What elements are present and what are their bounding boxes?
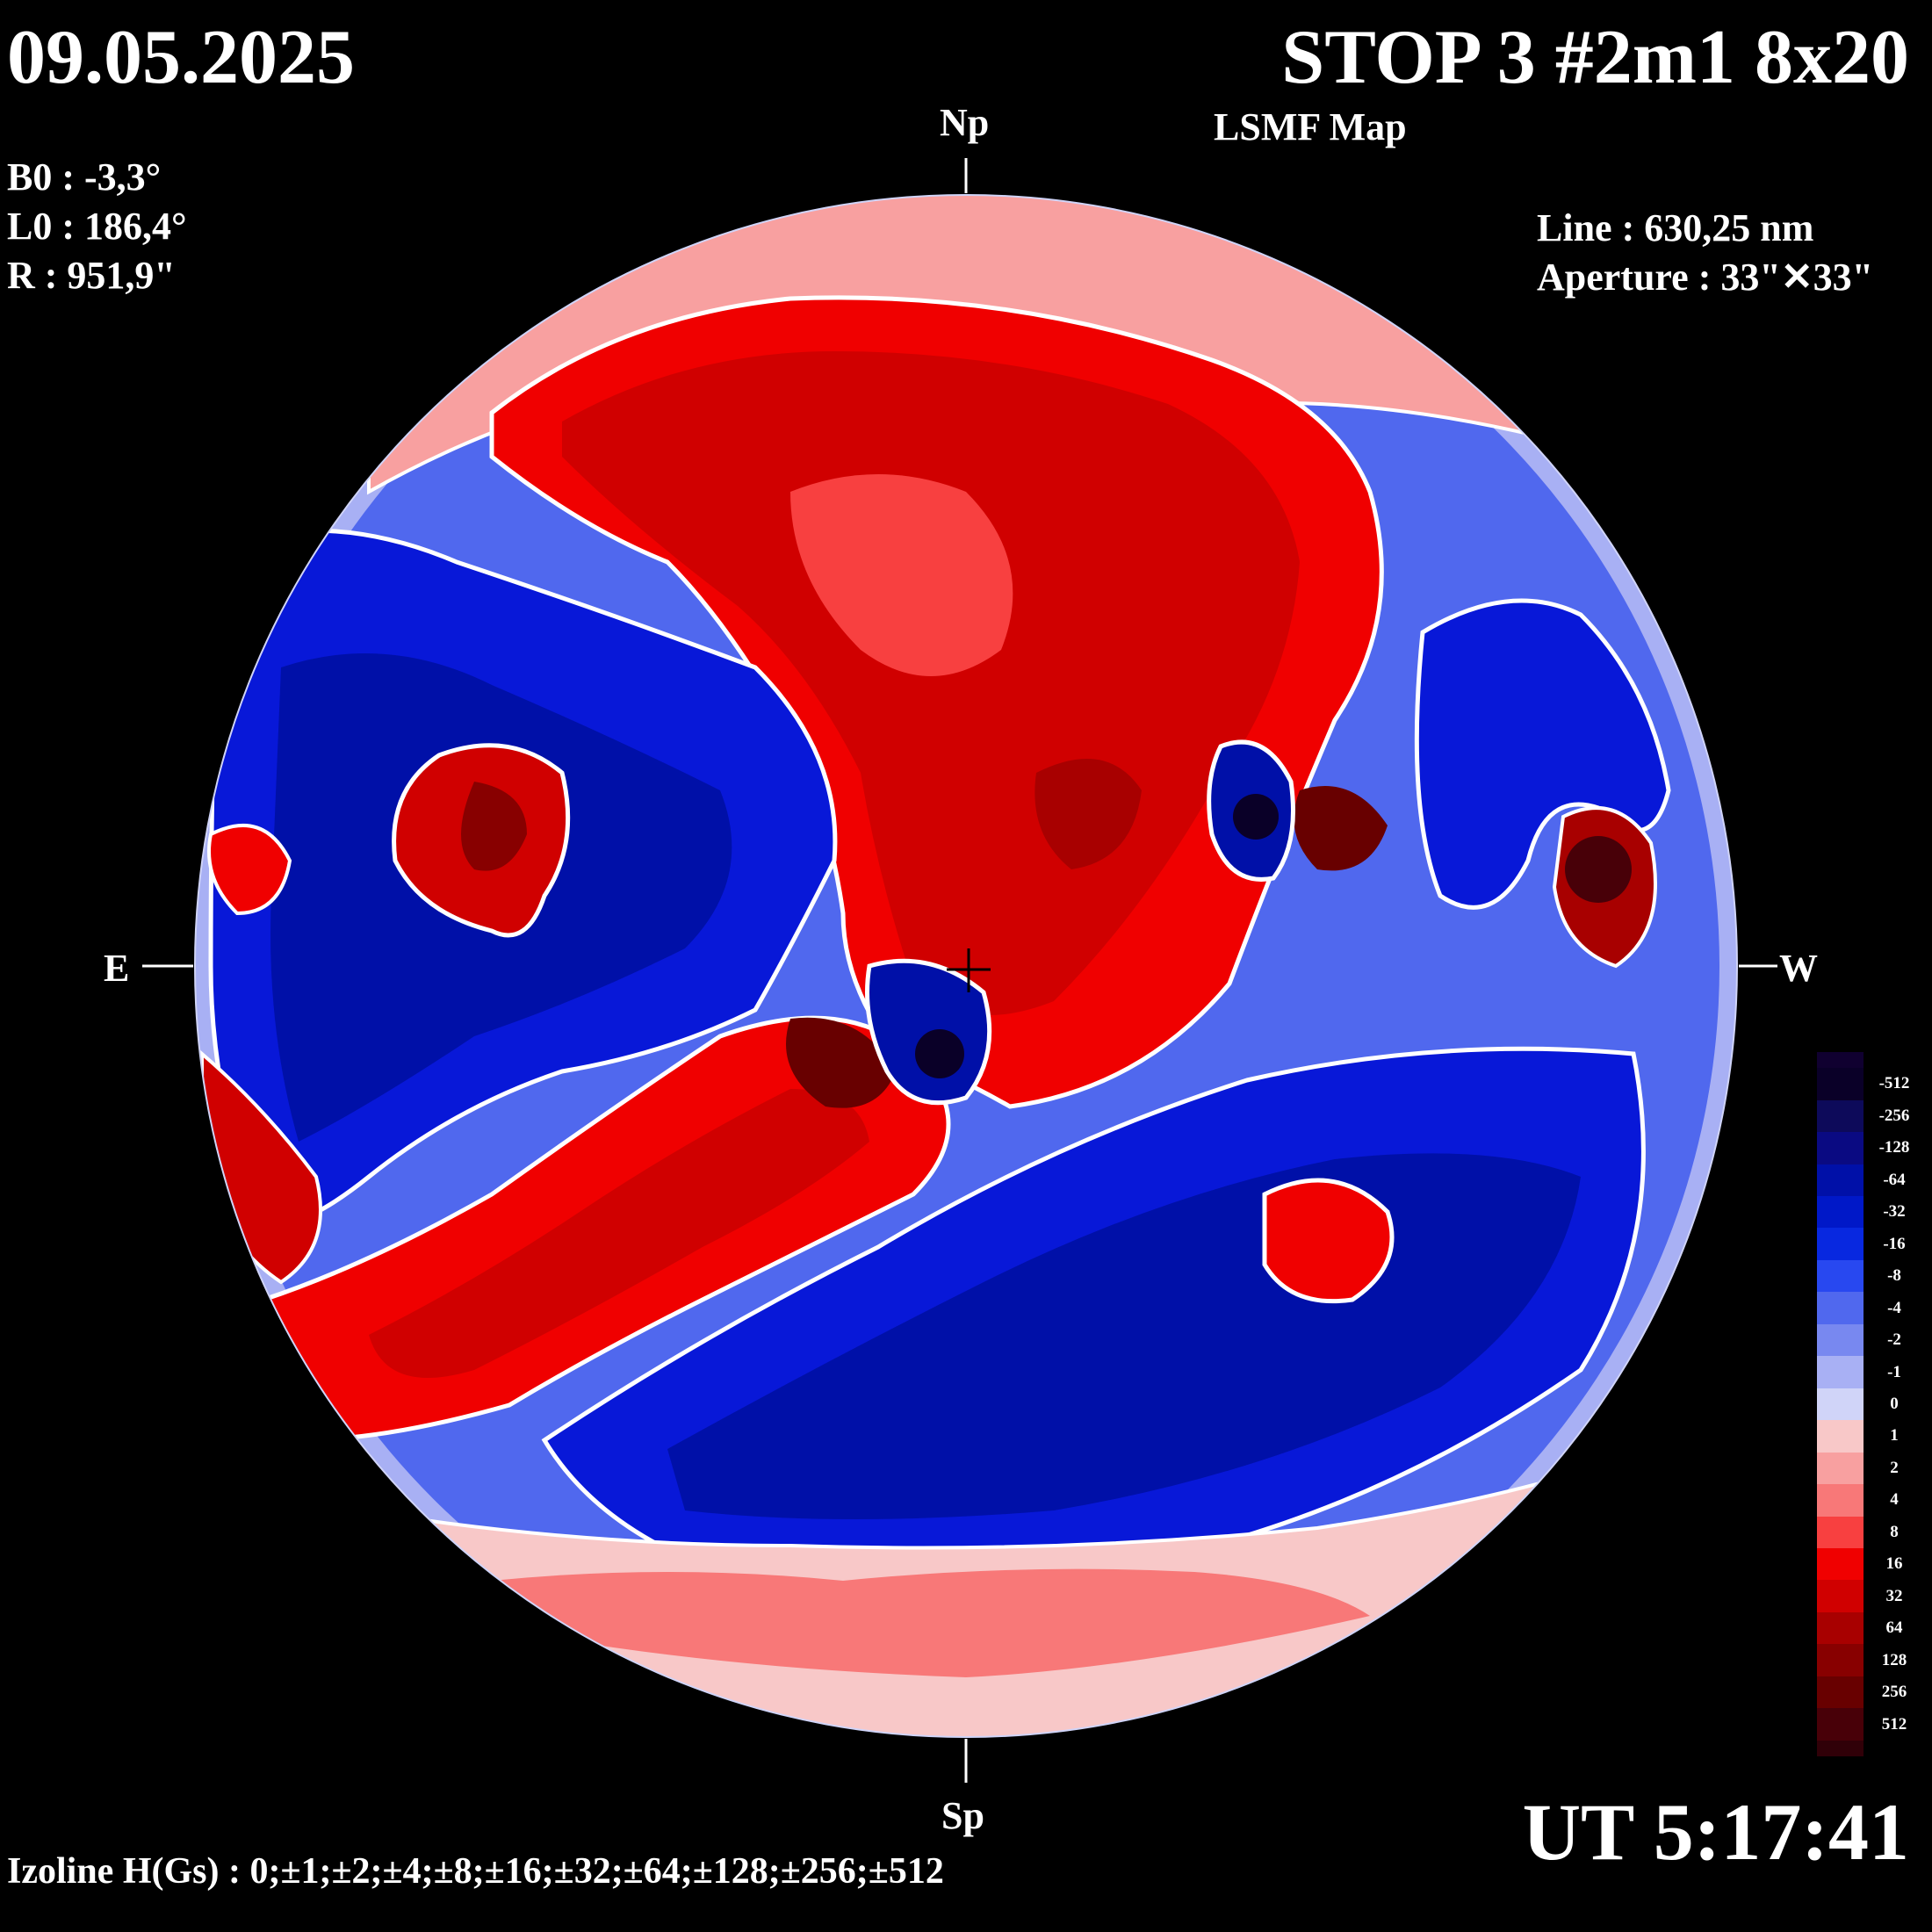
colorbar-label: -4 [1887, 1298, 1901, 1317]
colorbar-label: -64 [1883, 1170, 1906, 1189]
colorbar-swatch [1817, 1580, 1864, 1612]
colorbar-swatch [1817, 1132, 1864, 1164]
colorbar-label: 64 [1885, 1618, 1903, 1638]
colorbar-swatch [1817, 1388, 1864, 1421]
colorbar-swatch [1817, 1099, 1864, 1133]
colorbar-swatch [1817, 1323, 1864, 1357]
izoline-legend: Izoline H(Gs) : 0;±1;±2;±4;±8;±16;±32;±6… [7, 1851, 944, 1892]
param-b0: B0 : -3,3° [7, 155, 162, 198]
time-label: UT 5:17:41 [1522, 1787, 1909, 1877]
west-label: W [1779, 947, 1818, 990]
colorbar-swatch [1817, 1164, 1864, 1197]
colorbar-swatch [1817, 1068, 1864, 1100]
colorbar-label: 16 [1885, 1554, 1903, 1574]
colorbar-swatch [1817, 1292, 1864, 1324]
param-l0: L0 : 186,4° [7, 205, 187, 248]
colorbar-swatch [1817, 1676, 1864, 1709]
colorbar-label: -128 [1878, 1138, 1910, 1157]
colorbar-swatch [1817, 1611, 1864, 1645]
colorbar [1817, 1052, 1864, 1756]
param-line: Line : 630,25 nm [1537, 206, 1814, 249]
colorbar-label: 256 [1881, 1683, 1907, 1702]
center-crosshair [947, 948, 991, 992]
colorbar-label: 512 [1881, 1714, 1907, 1734]
solar-disk [195, 195, 1737, 1737]
subtitle: LSMF Map [1214, 105, 1407, 148]
colorbar-label: -8 [1887, 1266, 1901, 1286]
east-label: E [104, 947, 130, 990]
colorbar-label: 0 [1890, 1395, 1899, 1413]
south-label: Sp [941, 1794, 984, 1837]
southwest-positive-island [1262, 1178, 1395, 1304]
param-aperture: Aperture : 33"✕33" [1537, 256, 1874, 299]
colorbar-swatch [1817, 1708, 1864, 1741]
colorbar-label: 2 [1890, 1458, 1899, 1477]
colorbar-label: -256 [1878, 1106, 1910, 1125]
colorbar-label: 32 [1885, 1586, 1903, 1605]
colorbar-swatch [1817, 1356, 1864, 1388]
colorbar-swatch [1817, 1052, 1864, 1069]
colorbar-swatch [1817, 1644, 1864, 1676]
colorbar-label: -16 [1883, 1234, 1906, 1253]
colorbar-swatch [1817, 1228, 1864, 1260]
colorbar-swatch [1817, 1259, 1864, 1293]
colorbar-label: -512 [1878, 1074, 1910, 1093]
colorbar-swatch [1817, 1452, 1864, 1485]
colorbar-label: 1 [1890, 1426, 1899, 1445]
colorbar-swatch [1817, 1484, 1864, 1517]
colorbar-swatch [1817, 1740, 1864, 1756]
east-rim-positive-2 [207, 824, 292, 916]
colorbar-label: -32 [1883, 1202, 1906, 1222]
colorbar-swatch [1817, 1548, 1864, 1581]
colorbar-swatch [1817, 1420, 1864, 1453]
colorbar-label: 4 [1890, 1490, 1899, 1510]
param-r: R : 951,9" [7, 254, 176, 297]
colorbar-label: -1 [1887, 1362, 1901, 1381]
colorbar-label: -2 [1887, 1330, 1901, 1350]
date: 09.05.2025 [7, 15, 355, 100]
colorbar-label: 8 [1890, 1522, 1899, 1541]
colorbar-swatch [1817, 1516, 1864, 1549]
title: STOP 3 #2m1 8x20 [1281, 15, 1909, 100]
colorbar-swatch [1817, 1196, 1864, 1229]
north-label: Np [940, 101, 990, 144]
colorbar-label: 128 [1881, 1650, 1907, 1669]
